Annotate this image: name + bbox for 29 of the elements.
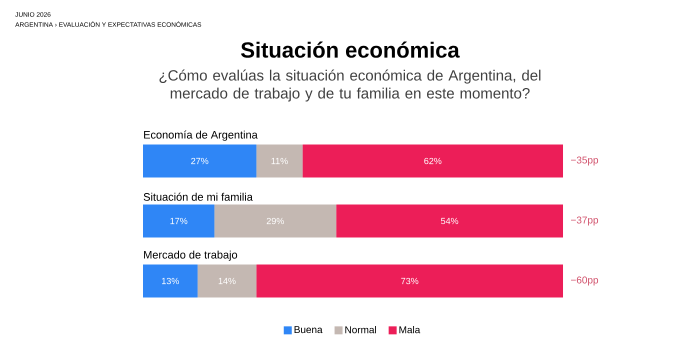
text: −37pp — [571, 216, 598, 226]
y-tick-label: Mercado de trabajo — [144, 250, 238, 261]
legend-label: Buena — [294, 326, 323, 334]
bar — [256, 144, 303, 178]
data-label: 11% — [272, 158, 288, 164]
chart-title: Situación económica — [241, 42, 460, 58]
y-tick-label: Economía de Argentina — [144, 130, 258, 141]
data-label: 54% — [440, 218, 458, 224]
data-label: 29% — [266, 218, 284, 224]
data-label: 27% — [191, 158, 208, 164]
text: −35pp — [571, 156, 598, 166]
bar — [143, 264, 198, 298]
bar — [143, 204, 214, 238]
data-label: 13% — [162, 278, 179, 284]
y-tick-label: Situación de mi familia — [144, 192, 253, 201]
text: −60pp — [571, 276, 598, 286]
chart-subtitle: ¿Cómo evalúas la situación económica de Argentina, del mercado de trabajo y de tu familia en este momento? — [159, 70, 540, 102]
data-label: 17% — [170, 218, 188, 224]
bar — [256, 264, 564, 298]
data-label: 73% — [401, 278, 418, 284]
bar — [214, 204, 336, 238]
bar — [143, 144, 256, 178]
legend-label: Mala — [399, 326, 420, 334]
data-label: 14% — [218, 278, 236, 284]
bar — [336, 204, 564, 238]
data-label: 62% — [424, 158, 442, 164]
bar — [198, 264, 256, 298]
legend-label: Normal — [345, 326, 376, 334]
bar — [302, 144, 564, 178]
